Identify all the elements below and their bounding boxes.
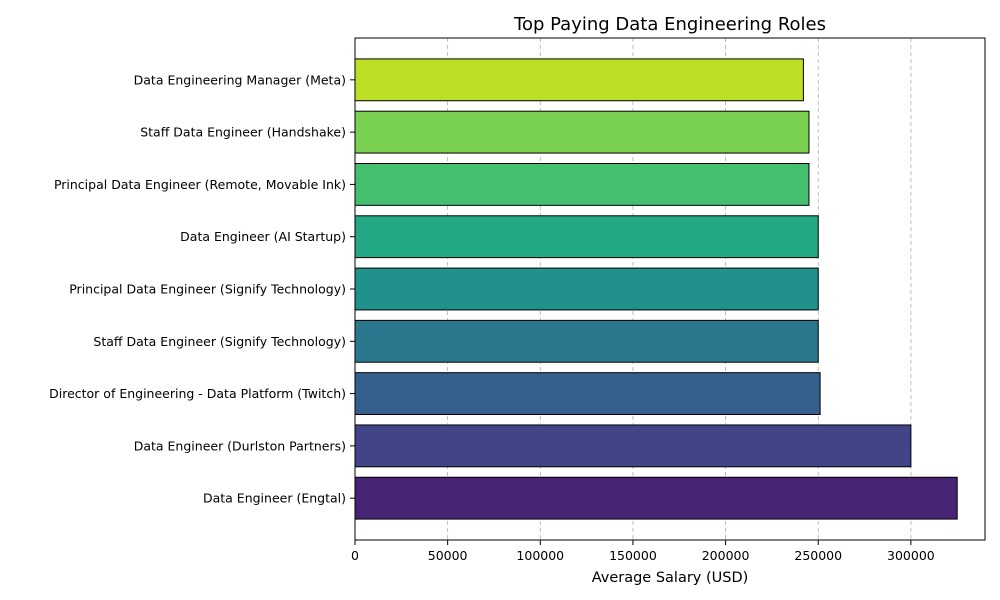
x-ticks: 0 50000 100000 150000 200000 250000 300000 bbox=[351, 540, 935, 563]
bar bbox=[354, 163, 810, 206]
bar bbox=[354, 424, 912, 468]
y-tick-label: Data Engineering Manager (Meta) bbox=[134, 72, 346, 87]
bar bbox=[354, 215, 819, 259]
x-tick-label: 150000 bbox=[609, 548, 657, 563]
bar bbox=[354, 267, 819, 311]
y-tick-label: Staff Data Engineer (Signify Technology) bbox=[93, 334, 346, 349]
y-tick-label: Principal Data Engineer (Remote, Movable… bbox=[54, 177, 346, 192]
bar bbox=[354, 319, 819, 363]
x-tick-label: 50000 bbox=[428, 548, 468, 563]
bars bbox=[354, 58, 958, 520]
y-tick-label: Data Engineer (Durlston Partners) bbox=[134, 438, 346, 453]
y-tick-label: Data Engineer (Engtal) bbox=[203, 491, 346, 506]
y-tick-label: Data Engineer (AI Startup) bbox=[180, 229, 346, 244]
x-tick-label: 0 bbox=[351, 548, 359, 563]
y-tick-label: Principal Data Engineer (Signify Technol… bbox=[69, 282, 346, 297]
x-tick-label: 100000 bbox=[516, 548, 564, 563]
bar bbox=[354, 58, 804, 102]
x-tick-label: 300000 bbox=[887, 548, 935, 563]
bar bbox=[354, 476, 958, 520]
x-tick-label: 250000 bbox=[794, 548, 842, 563]
y-tick-labels: Data Engineering Manager (Meta) Staff Dat… bbox=[49, 72, 355, 506]
y-tick-label: Staff Data Engineer (Handshake) bbox=[140, 125, 346, 140]
y-tick-label: Director of Engineering - Data Platform … bbox=[49, 386, 346, 401]
bar bbox=[354, 372, 821, 415]
plot-frame bbox=[354, 37, 986, 541]
x-tick-label: 200000 bbox=[702, 548, 750, 563]
bar bbox=[354, 110, 810, 154]
x-axis-label: Average Salary (USD) bbox=[592, 570, 749, 586]
chart-title: Top Paying Data Engineering Roles bbox=[513, 14, 826, 35]
